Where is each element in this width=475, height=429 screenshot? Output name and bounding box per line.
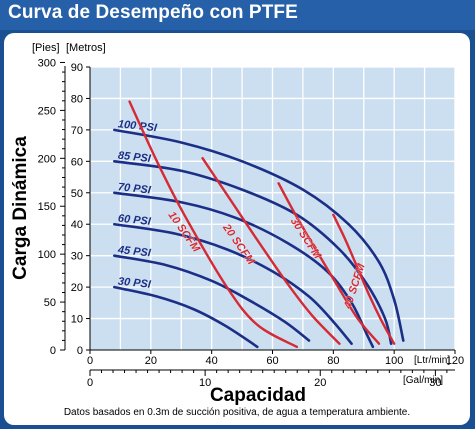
psi-curve-label: 60 PSI	[117, 213, 152, 228]
psi-curve	[113, 285, 259, 349]
y-meters-tick-label: 60	[71, 156, 83, 168]
x-gpm-tick-label: 30	[429, 377, 441, 389]
psi-curve-label: 45 PSI	[116, 244, 152, 260]
x-lpm-tick-label: 120	[446, 355, 464, 367]
x-lpm-tick-label: 20	[145, 355, 157, 367]
x-gpm-tick-label: 10	[199, 377, 211, 389]
y-feet-tick-label: 200	[38, 153, 56, 165]
y-meters-tick-label: 90	[71, 62, 83, 74]
x-lpm-tick-label: 40	[206, 355, 218, 367]
y-meters-tick-label: 30	[71, 251, 83, 263]
psi-curve-label: 30 PSI	[117, 275, 152, 290]
x-axis-title: Capacidad	[210, 385, 306, 406]
psi-curve-label: 70 PSI	[117, 181, 152, 196]
scfm-curve	[277, 182, 381, 345]
x-gpm-unit: [Gal/min]	[403, 375, 443, 386]
y-meters-tick-label: 50	[71, 188, 83, 200]
psi-curve	[113, 254, 311, 342]
psi-curve-label: 85 PSI	[117, 150, 152, 165]
y-meters-tick-label: 20	[71, 282, 83, 294]
y-meters-tick-label: 40	[71, 219, 83, 231]
y-meters-tick-label: 80	[71, 93, 83, 105]
x-gpm-tick-label: 20	[314, 377, 326, 389]
y-meters-tick-label: 70	[71, 125, 83, 137]
x-lpm-tick-label: 60	[266, 355, 278, 367]
psi-curve	[113, 128, 405, 342]
y-feet-tick-label: 50	[44, 297, 56, 309]
x-lpm-unit: [Ltr/min]	[414, 355, 450, 366]
psi-curve	[113, 222, 353, 346]
x-lpm-tick-label: 80	[327, 355, 339, 367]
scfm-curve	[128, 100, 299, 349]
y-meters-tick-label: 10	[71, 314, 83, 326]
scfm-curve	[201, 156, 341, 345]
psi-curve	[113, 191, 375, 349]
scfm-curve	[332, 213, 396, 345]
x-gpm-tick-label: 0	[87, 377, 93, 389]
y-left-unit: [Pies]	[32, 42, 60, 54]
x-lpm-tick-label: 100	[385, 355, 403, 367]
y-axis-title: Carga Dinámica	[10, 136, 31, 280]
y-feet-tick-label: 250	[38, 105, 56, 117]
y-feet-tick-label: 300	[38, 57, 56, 69]
y-feet-tick-label: 150	[38, 201, 56, 213]
psi-curve	[113, 160, 393, 346]
x-lpm-tick-label: 0	[87, 355, 93, 367]
psi-curve-label: 100 PSI	[117, 118, 158, 134]
title-bar: Curva de Desempeño con PTFE	[0, 0, 475, 30]
footnote: Datos basados en 0.3m de succión positiv…	[64, 407, 410, 418]
y-right-unit: [Metros]	[66, 42, 106, 54]
chart-title: Curva de Desempeño con PTFE	[8, 2, 298, 23]
y-meters-tick-label: 0	[77, 345, 83, 357]
y-feet-tick-label: 0	[50, 345, 56, 357]
y-feet-tick-label: 100	[38, 249, 56, 261]
